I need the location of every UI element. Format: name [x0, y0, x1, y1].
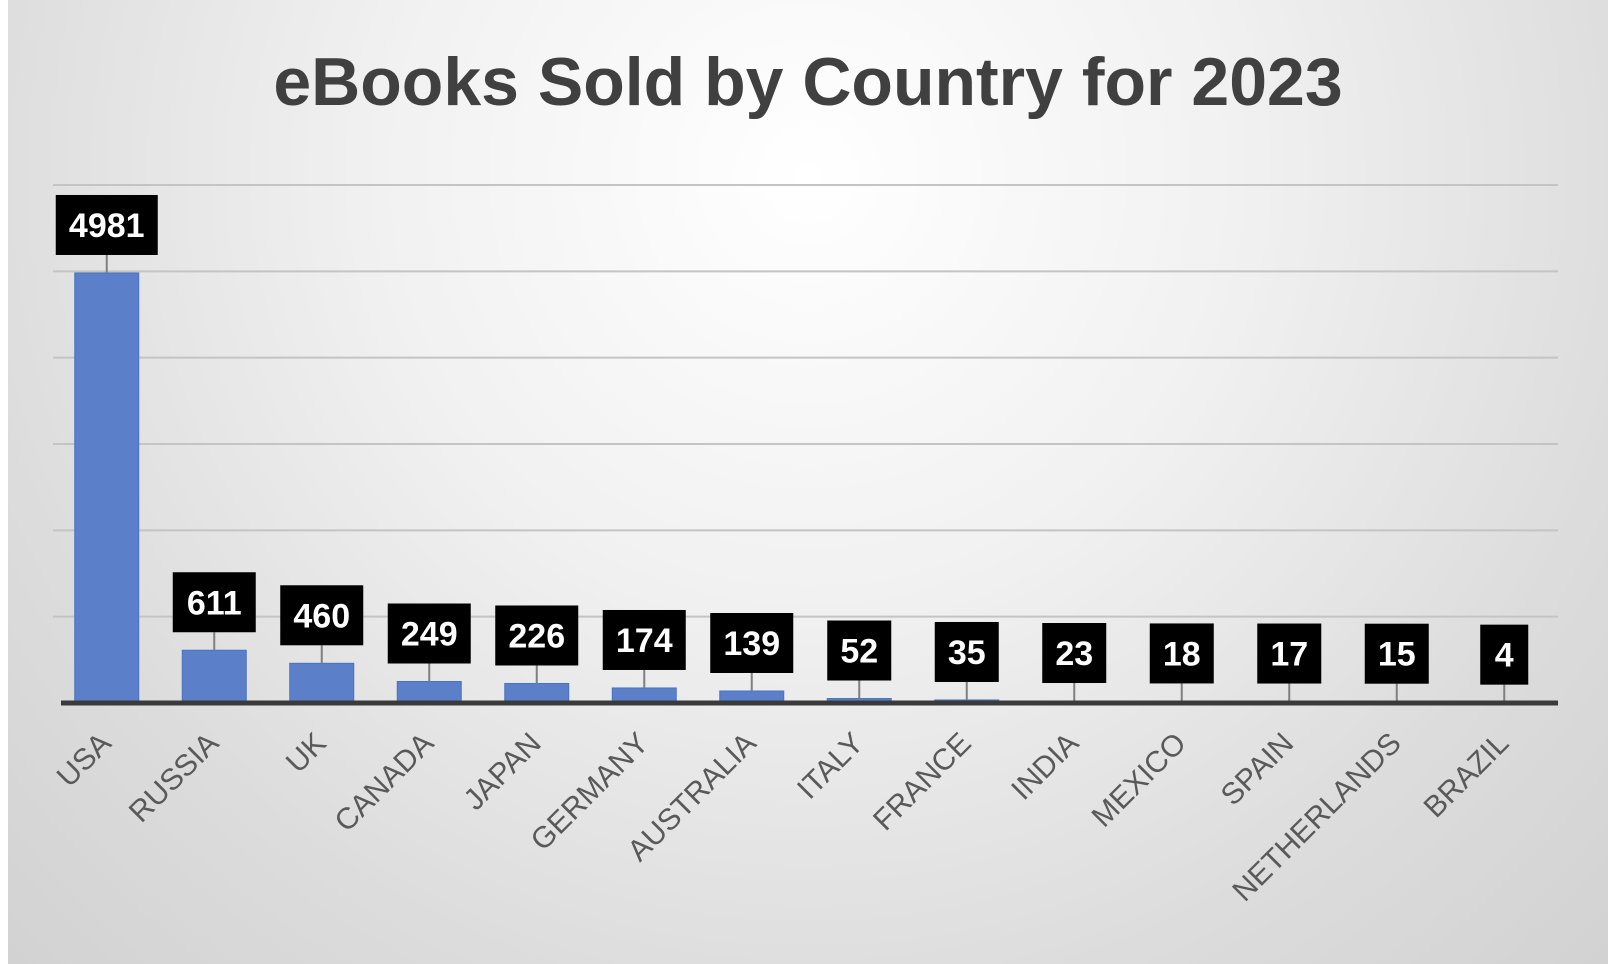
- data-label-text: 23: [1055, 635, 1093, 673]
- chart-title: eBooks Sold by Country for 2023: [273, 44, 1342, 120]
- data-label-text: 35: [948, 634, 986, 672]
- data-label-text: 18: [1163, 635, 1201, 673]
- data-label-text: 460: [293, 597, 350, 635]
- chart-area: eBooks Sold by Country for 2023 4981 611 4…: [8, 0, 1608, 964]
- data-label-netherlands: 15: [1364, 623, 1429, 684]
- data-label-text: 174: [616, 622, 673, 660]
- data-label-text: 4981: [69, 207, 145, 245]
- gridlines: [53, 184, 1558, 618]
- data-label-box: [55, 194, 158, 255]
- tick-label-spain: SPAIN: [1215, 727, 1300, 812]
- data-label-japan: 226: [495, 605, 579, 666]
- data-label-text: 17: [1270, 636, 1308, 674]
- data-label-russia: 611: [172, 572, 256, 633]
- tick-label-brazil: BRAZIL: [1418, 727, 1516, 825]
- data-label-box: [710, 612, 794, 673]
- data-label-text: 226: [508, 617, 565, 655]
- tick-label-india: INDIA: [1005, 727, 1085, 807]
- tick-label-russia: RUSSIA: [123, 727, 225, 829]
- data-label-text: 4: [1495, 637, 1514, 675]
- data-label-text: 249: [401, 616, 458, 654]
- tick-label-japan: JAPAN: [458, 727, 548, 817]
- bar-canada: [396, 681, 462, 704]
- data-label-box: [387, 603, 471, 664]
- data-label-italy: 52: [827, 620, 892, 681]
- bar-usa: [74, 272, 140, 704]
- data-label-box: [172, 572, 256, 633]
- data-label-mexico: 18: [1149, 623, 1214, 684]
- tick-label-mexico: MEXICO: [1086, 727, 1193, 834]
- data-labels: 4981 611 460 249 226 174 139 52 35 23 18 17 15 4: [55, 194, 1529, 685]
- data-label-uk: 460: [280, 585, 364, 646]
- tick-label-canada: CANADA: [328, 727, 440, 839]
- tick-label-italy: ITALY: [791, 727, 870, 806]
- bar-russia: [181, 649, 247, 704]
- tick-label-france: FRANCE: [867, 727, 978, 838]
- bar-japan: [504, 682, 570, 704]
- bar-uk: [289, 662, 355, 704]
- data-label-box: [1149, 623, 1214, 684]
- data-label-box: [827, 620, 892, 681]
- data-label-box: [1480, 624, 1529, 685]
- data-label-france: 35: [934, 621, 999, 682]
- data-label-box: [1364, 623, 1429, 684]
- data-label-germany: 174: [602, 609, 686, 670]
- data-label-canada: 249: [387, 603, 471, 664]
- tick-label-uk: UK: [280, 727, 333, 780]
- label-connectors: [105, 254, 1506, 703]
- data-label-box: [495, 605, 579, 666]
- data-label-text: 52: [840, 633, 878, 671]
- data-label-spain: 17: [1257, 623, 1322, 684]
- data-label-text: 139: [723, 625, 780, 663]
- data-label-brazil: 4: [1480, 624, 1529, 685]
- data-label-box: [1042, 623, 1107, 684]
- data-label-box: [280, 585, 364, 646]
- tick-label-usa: USA: [51, 727, 118, 794]
- data-label-text: 611: [187, 584, 242, 622]
- data-label-box: [602, 609, 686, 670]
- data-label-india: 23: [1042, 623, 1107, 684]
- data-label-usa: 4981: [55, 194, 158, 255]
- data-label-text: 15: [1378, 636, 1416, 674]
- data-label-box: [934, 621, 999, 682]
- data-label-australia: 139: [710, 612, 794, 673]
- data-label-box: [1257, 623, 1322, 684]
